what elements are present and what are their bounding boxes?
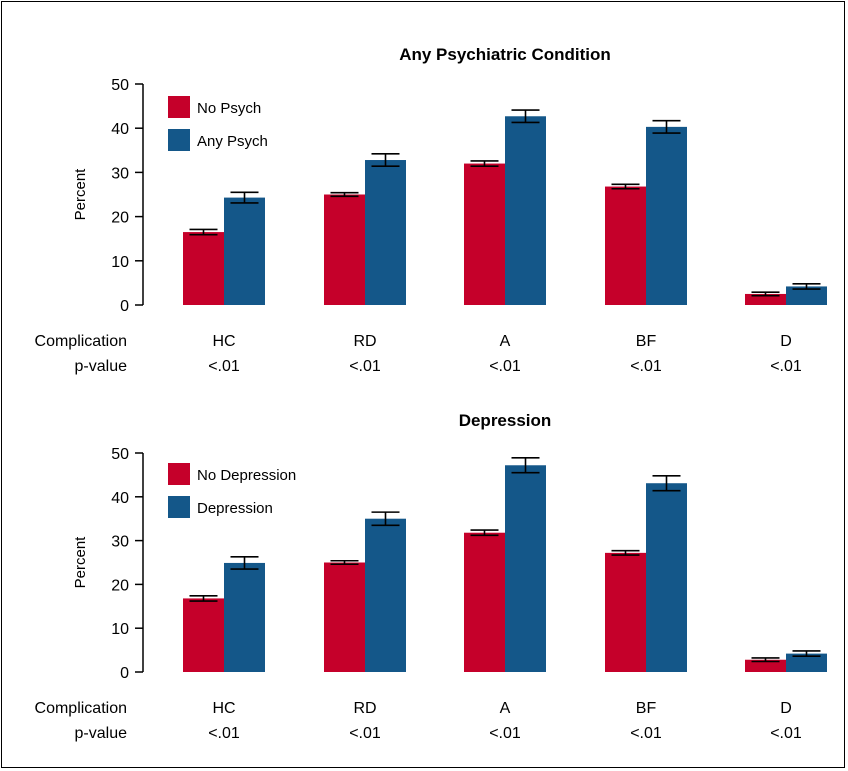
legend-label: No Psych <box>197 100 261 117</box>
legend-label: Any Psych <box>197 133 268 150</box>
bar-series-b-d <box>786 286 827 305</box>
bar-series-a-d <box>745 293 786 305</box>
category-label: A <box>500 700 511 717</box>
bar-series-a-a <box>464 532 505 672</box>
category-label: A <box>500 333 511 350</box>
bar-series-b-rd <box>365 160 406 305</box>
bar-series-b-hc <box>224 562 265 672</box>
bar-series-b-bf <box>646 126 687 306</box>
y-tick-label: 50 <box>111 77 129 94</box>
legend-swatch-series-a <box>168 96 190 118</box>
category-label: HC <box>212 333 235 350</box>
p-value-label: <.01 <box>630 725 662 742</box>
bar-series-b-rd <box>365 518 406 672</box>
y-axis-label: Percent <box>72 536 89 589</box>
y-tick-label: 20 <box>111 210 129 227</box>
bar-series-b-d <box>786 653 827 672</box>
p-value-label: <.01 <box>208 725 240 742</box>
category-label: HC <box>212 700 235 717</box>
p-value-label: <.01 <box>208 358 240 375</box>
bar-series-a-rd <box>324 562 365 672</box>
y-tick-label: 50 <box>111 446 129 463</box>
p-value-row-label: p-value <box>75 725 128 742</box>
bar-series-a-rd <box>324 194 365 305</box>
bar-series-a-d <box>745 659 786 672</box>
chart-title: Depression <box>459 411 552 430</box>
p-value-label: <.01 <box>349 358 381 375</box>
y-tick-label: 30 <box>111 534 129 551</box>
y-tick-label: 0 <box>120 665 129 682</box>
y-tick-label: 30 <box>111 165 129 182</box>
p-value-label: <.01 <box>349 725 381 742</box>
y-tick-label: 10 <box>111 254 129 271</box>
category-label: BF <box>636 333 657 350</box>
complication-row-label: Complication <box>35 333 127 350</box>
chart-title: Any Psychiatric Condition <box>399 45 611 64</box>
bar-series-b-a <box>505 116 546 306</box>
p-value-row-label: p-value <box>75 358 128 375</box>
bar-series-a-hc <box>183 232 224 305</box>
bar-series-b-a <box>505 465 546 672</box>
p-value-label: <.01 <box>630 358 662 375</box>
y-tick-label: 20 <box>111 577 129 594</box>
y-tick-label: 0 <box>120 298 129 315</box>
bar-series-a-hc <box>183 598 224 672</box>
y-tick-label: 10 <box>111 621 129 638</box>
legend-label: No Depression <box>197 467 296 484</box>
category-label: RD <box>353 333 376 350</box>
bar-series-b-bf <box>646 483 687 672</box>
p-value-label: <.01 <box>489 725 521 742</box>
p-value-label: <.01 <box>770 725 802 742</box>
p-value-label: <.01 <box>770 358 802 375</box>
legend-swatch-series-b <box>168 496 190 518</box>
category-label: D <box>780 700 792 717</box>
legend-label: Depression <box>197 500 273 517</box>
bar-series-b-hc <box>224 197 265 305</box>
category-label: D <box>780 333 792 350</box>
legend-swatch-series-a <box>168 463 190 485</box>
y-axis-label: Percent <box>72 168 89 221</box>
y-tick-label: 40 <box>111 121 129 138</box>
complication-row-label: Complication <box>35 700 127 717</box>
bar-series-a-bf <box>605 552 646 672</box>
p-value-label: <.01 <box>489 358 521 375</box>
bar-series-a-a <box>464 163 505 305</box>
y-tick-label: 40 <box>111 490 129 507</box>
legend-swatch-series-b <box>168 129 190 151</box>
category-label: BF <box>636 700 657 717</box>
bar-series-a-bf <box>605 186 646 305</box>
category-label: RD <box>353 700 376 717</box>
